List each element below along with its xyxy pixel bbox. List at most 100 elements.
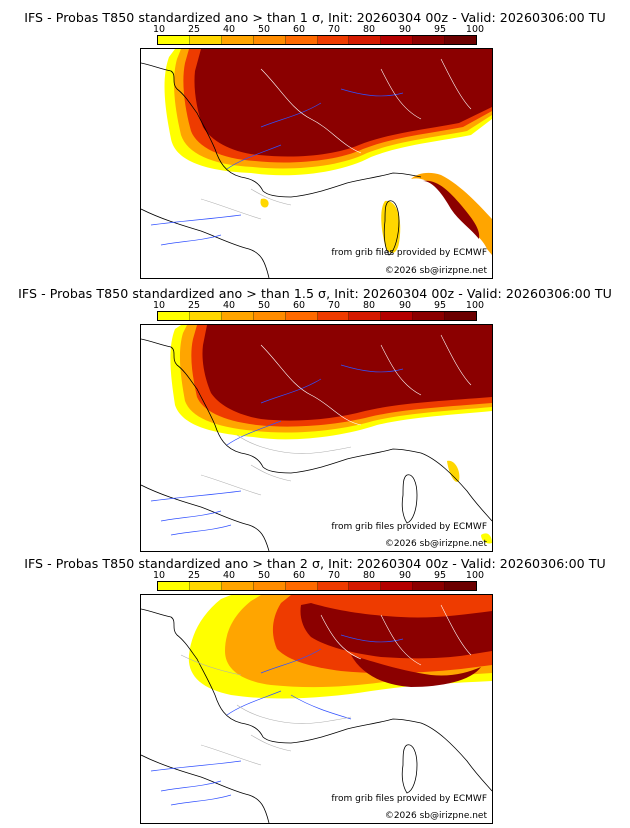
country-border xyxy=(260,334,472,426)
colorbar-tick: 100 xyxy=(465,24,485,35)
colorbar-segment xyxy=(158,36,190,44)
probability-zone-italy xyxy=(411,172,492,255)
colorbar-segment xyxy=(285,312,318,320)
credit-copyright: ©2026 sb@irizpne.net xyxy=(385,266,488,276)
colorbar-tick: 80 xyxy=(362,300,376,311)
colorbar xyxy=(157,311,477,321)
colorbar xyxy=(157,581,477,591)
colorbar-segment xyxy=(349,312,382,320)
colorbar-segment xyxy=(445,312,477,320)
colorbar-tick: 10 xyxy=(152,300,166,311)
probability-zone-90-east xyxy=(351,655,481,687)
coastline xyxy=(141,608,492,792)
colorbar-tick-labels: 10 25 40 50 60 70 80 90 95 100 xyxy=(153,570,484,582)
colorbar-segment xyxy=(413,312,446,320)
map-panel-2: IFS - Probas T850 standardized ano > tha… xyxy=(0,276,630,552)
credit-copyright: ©2026 sb@irizpne.net xyxy=(385,539,488,549)
colorbar-tick: 25 xyxy=(187,300,201,311)
probability-zone-corsica xyxy=(381,200,401,254)
country-border xyxy=(180,654,352,766)
colorbar-segment xyxy=(413,36,446,44)
colorbar-segment xyxy=(189,312,222,320)
credit-source: from grib files provided by ECMWF xyxy=(331,794,487,804)
colorbar-segment xyxy=(189,582,222,590)
colorbar-segment xyxy=(189,36,222,44)
coastline xyxy=(401,474,418,524)
colorbar-segment xyxy=(158,312,190,320)
credit-copyright: ©2026 sb@irizpne.net xyxy=(385,811,488,821)
map-graphic: from grib files provided by ECMWF ©2026 … xyxy=(141,49,492,278)
colorbar-tick: 100 xyxy=(465,570,485,581)
colorbar-segment xyxy=(381,312,414,320)
probability-zone-90 xyxy=(202,325,492,421)
panel-title: IFS - Probas T850 standardized ano > tha… xyxy=(24,556,606,571)
credit-source: from grib files provided by ECMWF xyxy=(331,522,487,532)
colorbar-segment xyxy=(158,582,190,590)
river xyxy=(150,634,404,806)
probability-zone-italy-core xyxy=(423,180,480,239)
river xyxy=(150,88,404,246)
colorbar-tick: 25 xyxy=(187,570,201,581)
colorbar-tick: 90 xyxy=(398,300,412,311)
colorbar-segment xyxy=(349,36,382,44)
coastline xyxy=(141,754,270,823)
coastline xyxy=(141,62,422,198)
colorbar-segment xyxy=(445,582,477,590)
colorbar-segment xyxy=(349,582,382,590)
colorbar-tick: 60 xyxy=(292,300,306,311)
colorbar-segment xyxy=(285,582,318,590)
colorbar-segment xyxy=(381,36,414,44)
colorbar-tick: 70 xyxy=(327,24,341,35)
colorbar xyxy=(157,35,477,45)
colorbar-tick: 50 xyxy=(257,24,271,35)
colorbar-tick: 95 xyxy=(433,570,447,581)
colorbar-tick: 80 xyxy=(362,570,376,581)
colorbar-tick-labels: 10 25 40 50 60 70 80 90 95 100 xyxy=(153,300,484,312)
panel-title: IFS - Probas T850 standardized ano > tha… xyxy=(18,286,612,301)
colorbar-segment xyxy=(221,36,254,44)
colorbar-segment xyxy=(317,36,350,44)
probability-map: from grib files provided by ECMWF ©2026 … xyxy=(140,324,493,552)
colorbar-segment xyxy=(221,312,254,320)
colorbar-tick: 90 xyxy=(398,570,412,581)
colorbar-segment xyxy=(221,582,254,590)
map-graphic: from grib files provided by ECMWF ©2026 … xyxy=(141,325,492,551)
probability-zone-spot xyxy=(260,198,269,208)
probability-zone-90 xyxy=(194,49,492,157)
colorbar-tick: 40 xyxy=(222,570,236,581)
river xyxy=(150,364,404,536)
probability-zone-italy xyxy=(447,460,460,482)
credit-source: from grib files provided by ECMWF xyxy=(331,248,487,258)
coastline xyxy=(383,200,400,256)
colorbar-tick-labels: 10 25 40 50 60 70 80 90 95 100 xyxy=(153,24,484,36)
probability-map: from grib files provided by ECMWF ©2026 … xyxy=(140,48,493,279)
coastline xyxy=(401,744,418,794)
coastline xyxy=(141,208,270,278)
colorbar-tick: 10 xyxy=(152,570,166,581)
colorbar-segment xyxy=(285,36,318,44)
colorbar-tick: 40 xyxy=(222,300,236,311)
colorbar-tick: 90 xyxy=(398,24,412,35)
country-border xyxy=(200,434,352,496)
panel-title: IFS - Probas T850 standardized ano > tha… xyxy=(24,10,606,25)
map-panel-3: IFS - Probas T850 standardized ano > tha… xyxy=(0,546,630,824)
colorbar-tick: 10 xyxy=(152,24,166,35)
country-border xyxy=(260,58,472,154)
probability-map: from grib files provided by ECMWF ©2026 … xyxy=(140,594,493,824)
colorbar-tick: 95 xyxy=(433,300,447,311)
map-panel-1: IFS - Probas T850 standardized ano > tha… xyxy=(0,0,630,279)
colorbar-tick: 60 xyxy=(292,24,306,35)
colorbar-segment xyxy=(413,582,446,590)
colorbar-segment xyxy=(317,312,350,320)
colorbar-tick: 70 xyxy=(327,570,341,581)
probability-zone-90 xyxy=(300,603,492,659)
country-border xyxy=(320,604,472,666)
colorbar-segment xyxy=(445,36,477,44)
coastline xyxy=(141,484,270,551)
country-border xyxy=(200,188,292,220)
colorbar-segment xyxy=(253,36,286,44)
colorbar-tick: 40 xyxy=(222,24,236,35)
colorbar-segment xyxy=(253,582,286,590)
colorbar-segment xyxy=(253,312,286,320)
colorbar-segment xyxy=(317,582,350,590)
